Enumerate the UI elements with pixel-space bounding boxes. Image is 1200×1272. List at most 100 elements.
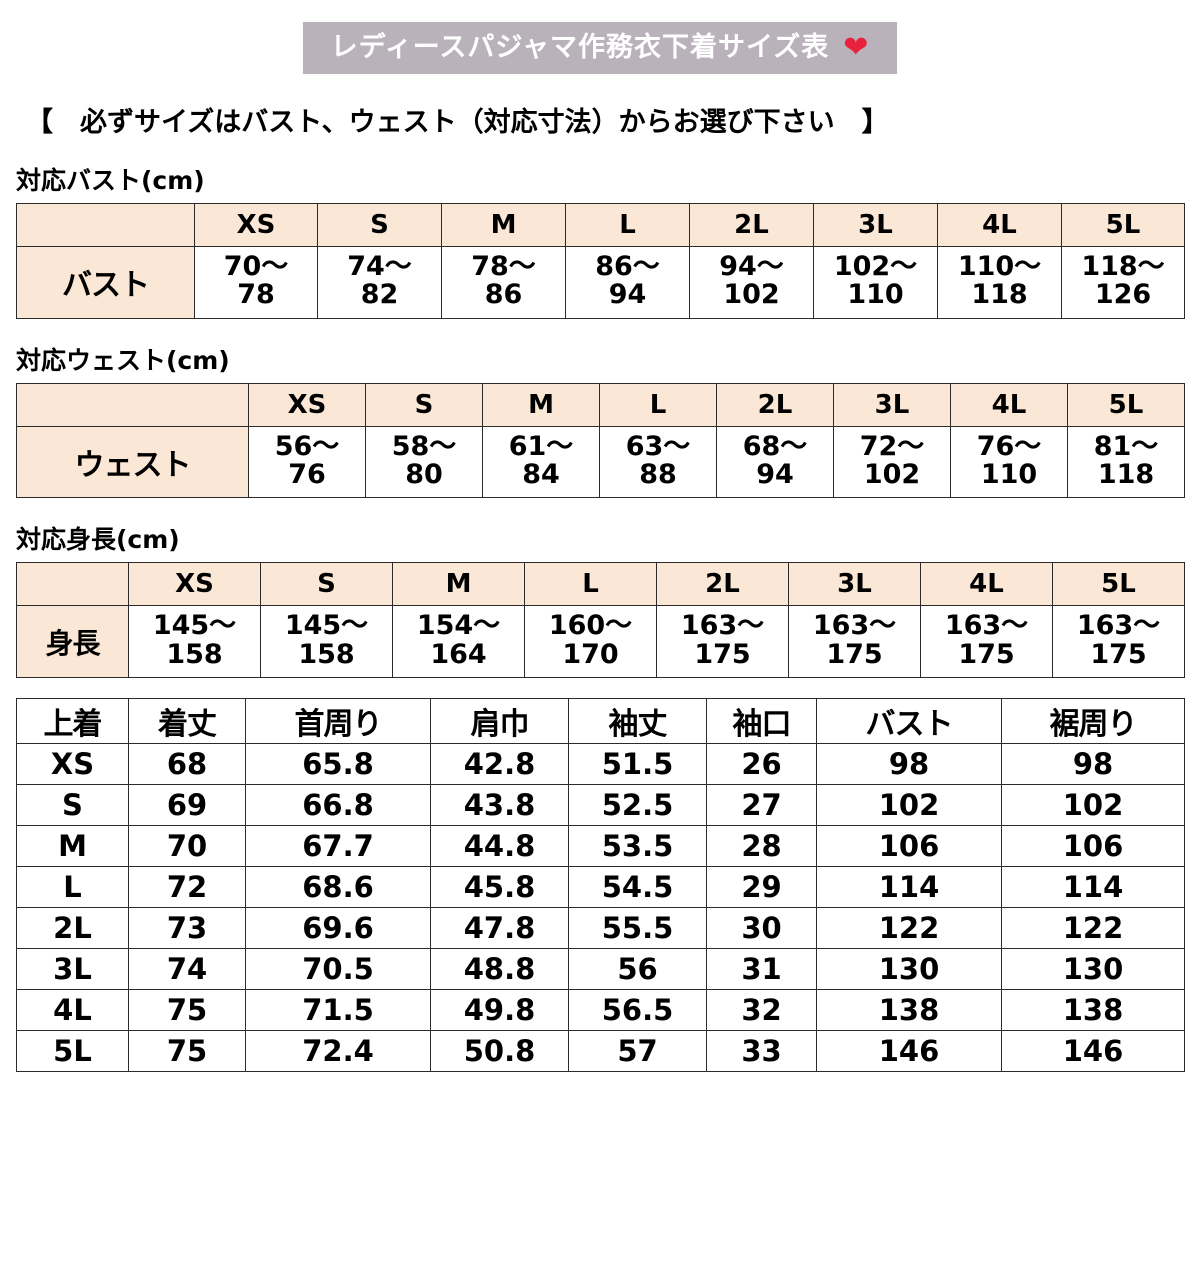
heart-icon: ❤ [843,30,870,65]
waist-value-4l: 76～ 110 [950,425,1068,499]
table-row-header: XS S M L 2L 3L 4L 5L [16,382,1185,427]
meas-neck: 72.4 [245,1030,431,1073]
waist-value-3l: 72～ 102 [833,425,951,499]
meas-shoulder: 50.8 [430,1030,569,1073]
meas-hem: 102 [1001,784,1185,827]
waist-value-5l: 81～ 118 [1067,425,1185,499]
meas-size: 3L [16,948,129,991]
height-value-2l: 163～ 175 [656,605,789,679]
size-header-l: L [524,562,657,607]
meas-cuff: 33 [706,1030,817,1073]
meas-cuff: 26 [706,743,817,786]
height-value-l: 160～ 170 [524,605,657,679]
meas-header-shoulder: 肩巾 [430,698,569,745]
waist-value-s: 58～ 80 [365,425,483,499]
meas-cuff: 31 [706,948,817,991]
meas-length: 74 [128,948,246,991]
height-value-m: 154～ 164 [392,605,525,679]
meas-length: 68 [128,743,246,786]
meas-neck: 65.8 [245,743,431,786]
meas-sleeve: 55.5 [568,907,707,950]
size-header-s: S [260,562,393,607]
meas-shoulder: 48.8 [430,948,569,991]
size-header-xs: XS [128,562,261,607]
meas-size: 4L [16,989,129,1032]
bust-value-4l: 110～ 118 [937,246,1062,319]
meas-sleeve: 53.5 [568,825,707,868]
table-height: XS S M L 2L 3L 4L 5L 身長 145～ 158 145～ 15… [16,562,1185,679]
table-row: ウェスト 56～ 76 58～ 80 61～ 84 63～ 88 68～ 94 … [16,425,1185,499]
height-value-s: 145～ 158 [260,605,393,679]
meas-bust: 122 [816,907,1002,950]
table-row: 身長 145～ 158 145～ 158 154～ 164 160～ 170 1… [16,605,1185,679]
meas-shoulder: 49.8 [430,989,569,1032]
table-row-header: XS S M L 2L 3L 4L 5L [16,562,1185,607]
meas-size: 5L [16,1030,129,1073]
size-header-m: M [441,203,566,247]
height-value-3l: 163～ 175 [788,605,921,679]
meas-bust: 106 [816,825,1002,868]
meas-bust: 138 [816,989,1002,1032]
bust-value-5l: 118～ 126 [1061,246,1185,319]
meas-sleeve: 56.5 [568,989,707,1032]
meas-bust: 146 [816,1030,1002,1073]
bust-value-3l: 102～ 110 [813,246,938,319]
meas-size: L [16,866,129,909]
table-row: L 72 68.6 45.8 54.5 29 114 114 [16,866,1185,909]
table-waist: XS S M L 2L 3L 4L 5L ウェスト 56～ 76 58～ 80 … [16,382,1185,499]
meas-neck: 69.6 [245,907,431,950]
meas-size: S [16,784,129,827]
caption-bust: 対応バスト(cm) [16,166,205,195]
size-header-l: L [599,382,717,427]
size-header-3l: 3L [813,203,938,247]
meas-sleeve: 51.5 [568,743,707,786]
meas-bust: 102 [816,784,1002,827]
bust-value-xs: 70～ 78 [194,246,318,319]
meas-bust: 130 [816,948,1002,991]
meas-sleeve: 54.5 [568,866,707,909]
meas-length: 70 [128,825,246,868]
lead-instruction: 【 必ずサイズはバスト、ウェスト（対応寸法）からお選び下さい 】 [26,107,889,138]
table-row: バスト 70～ 78 74～ 82 78～ 86 86～ 94 94～ 102 … [16,246,1185,319]
table-row: 3L 74 70.5 48.8 56 31 130 130 [16,948,1185,991]
table-row: 2L 73 69.6 47.8 55.5 30 122 122 [16,907,1185,950]
meas-size: M [16,825,129,868]
meas-hem: 146 [1001,1030,1185,1073]
bust-value-l: 86～ 94 [565,246,690,319]
meas-shoulder: 45.8 [430,866,569,909]
meas-sleeve: 52.5 [568,784,707,827]
table-row-header: XS S M L 2L 3L 4L 5L [16,203,1185,247]
size-header-xs: XS [194,203,318,247]
title-banner-container: レディースパジャマ作務衣下着サイズ表 ❤ [0,0,1200,74]
meas-hem: 122 [1001,907,1185,950]
table-row: 4L 75 71.5 49.8 56.5 32 138 138 [16,989,1185,1032]
meas-length: 75 [128,989,246,1032]
meas-shoulder: 42.8 [430,743,569,786]
row-label-waist: ウェスト [16,425,249,499]
height-value-xs: 145～ 158 [128,605,261,679]
meas-cuff: 27 [706,784,817,827]
size-header-m: M [392,562,525,607]
size-header-3l: 3L [788,562,921,607]
waist-value-l: 63～ 88 [599,425,717,499]
meas-length: 69 [128,784,246,827]
table-row: XS 68 65.8 42.8 51.5 26 98 98 [16,743,1185,786]
waist-value-xs: 56～ 76 [248,425,366,499]
meas-cuff: 28 [706,825,817,868]
meas-bust: 114 [816,866,1002,909]
bust-value-m: 78～ 86 [441,246,566,319]
meas-header-hem: 裾周り [1001,698,1185,745]
meas-cuff: 29 [706,866,817,909]
row-label-bust: バスト [16,246,195,319]
size-header-m: M [482,382,600,427]
meas-size: 2L [16,907,129,950]
meas-header-neck: 首周り [245,698,431,745]
meas-hem: 98 [1001,743,1185,786]
corner-cell [16,562,129,607]
meas-hem: 114 [1001,866,1185,909]
meas-neck: 67.7 [245,825,431,868]
meas-hem: 130 [1001,948,1185,991]
size-header-s: S [317,203,442,247]
table-bust: XS S M L 2L 3L 4L 5L バスト 70～ 78 74～ 82 7… [16,203,1185,319]
bust-value-2l: 94～ 102 [689,246,814,319]
